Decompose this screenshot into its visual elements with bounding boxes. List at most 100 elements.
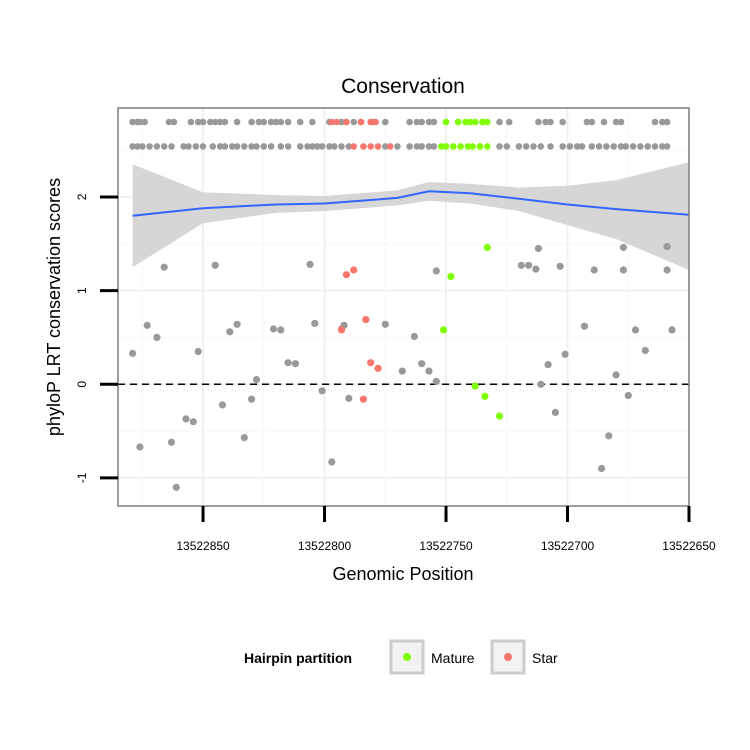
- point-other: [619, 243, 628, 252]
- rug-point-mature: [469, 143, 477, 150]
- rug-point-other: [651, 143, 659, 150]
- rug-point-other: [503, 143, 511, 150]
- legend-marker-mature: [403, 653, 411, 661]
- rug-point-other: [185, 143, 192, 150]
- rug-point-other: [277, 118, 285, 126]
- rug-point-other: [284, 143, 292, 150]
- rug-point-other: [153, 143, 161, 150]
- panel-background: [118, 108, 689, 506]
- rug-point-other: [277, 143, 285, 150]
- rug-point-other: [394, 143, 401, 150]
- point-mature: [447, 273, 455, 281]
- rug-point-other: [241, 143, 248, 150]
- y-axis-ticks: -1 0 1 2: [75, 193, 118, 483]
- point-mature: [483, 243, 491, 252]
- y-tick-label: 0: [75, 381, 89, 388]
- rug-point-star: [367, 143, 375, 150]
- rug-point-other: [309, 118, 316, 126]
- rug-point-other: [559, 143, 566, 150]
- point-other: [619, 266, 628, 274]
- rug-point-other: [129, 118, 136, 126]
- point-other: [525, 261, 533, 269]
- point-other: [211, 261, 219, 269]
- rug-point-other: [221, 118, 229, 126]
- rug-point-other: [345, 143, 353, 150]
- point-other: [418, 360, 426, 368]
- rug-point-star: [343, 118, 350, 126]
- x-tick-label: 13522750: [419, 539, 473, 553]
- rug-point-mature: [467, 118, 474, 126]
- rug-point-other: [260, 118, 268, 126]
- rug-point-other: [211, 118, 219, 126]
- point-other: [624, 391, 632, 400]
- y-tick-label: 1: [75, 287, 89, 294]
- rug-point-other: [187, 118, 195, 126]
- rug-point-mature: [464, 143, 472, 150]
- point-other: [580, 322, 589, 330]
- legend-label-star: Star: [532, 650, 558, 666]
- rug-point-other: [296, 118, 304, 126]
- rug-point-other: [221, 143, 229, 150]
- rug-point-other: [559, 118, 566, 126]
- point-other: [252, 376, 261, 384]
- rug-point-mature: [457, 143, 464, 150]
- point-mature: [495, 412, 504, 420]
- rug-point-other: [612, 118, 620, 126]
- point-other: [551, 408, 560, 416]
- confidence-ribbon: [132, 162, 690, 270]
- rug-point-other: [129, 143, 136, 150]
- legend: Hairpin partition Mature Star: [244, 639, 558, 675]
- rug-point-other: [253, 143, 260, 150]
- rug-point-mature: [484, 118, 491, 126]
- point-other: [631, 326, 640, 334]
- rug-point-other: [194, 118, 202, 126]
- rug-point-other: [134, 143, 141, 150]
- legend-label-mature: Mature: [431, 650, 475, 666]
- point-mature: [481, 392, 489, 400]
- point-other: [143, 321, 151, 329]
- rug-point-mature: [442, 143, 450, 150]
- rug-point-other: [233, 118, 241, 126]
- point-other: [605, 432, 613, 440]
- rug-point-other: [382, 118, 389, 126]
- point-other: [277, 326, 285, 334]
- rug-point-other: [496, 118, 503, 126]
- point-other: [153, 333, 161, 341]
- rug-point-other: [617, 143, 625, 150]
- rug-point-other: [406, 118, 413, 126]
- rug-point-other: [331, 143, 338, 150]
- rug-point-star: [333, 118, 341, 126]
- rug-point-other: [578, 143, 586, 150]
- rug-point-other: [216, 143, 224, 150]
- rug-point-other: [170, 118, 178, 126]
- smooth-line: [132, 190, 690, 217]
- point-other: [663, 266, 671, 274]
- point-other: [668, 326, 676, 334]
- rug-point-other: [267, 118, 275, 126]
- point-other: [561, 350, 569, 358]
- point-other: [240, 434, 248, 442]
- rug-point-other: [139, 143, 146, 150]
- rug-point-other: [199, 118, 207, 126]
- rug-point-star: [374, 143, 382, 150]
- point-other: [189, 418, 197, 426]
- rug-point-other: [318, 143, 326, 150]
- point-other: [381, 320, 389, 328]
- point-other: [590, 266, 598, 274]
- rug-point-other: [146, 143, 153, 150]
- rug-point-other: [180, 143, 187, 150]
- point-other: [233, 320, 241, 328]
- point-other: [534, 244, 543, 253]
- point-other: [269, 325, 278, 333]
- y-tick-label: 2: [75, 193, 89, 200]
- rug-point-other: [547, 118, 554, 126]
- x-tick-label: 13522700: [541, 539, 595, 553]
- point-other: [129, 349, 137, 357]
- point-other: [226, 328, 234, 336]
- scatter-points: [129, 243, 676, 491]
- rug-point-mature: [442, 118, 450, 126]
- rug-point-other: [284, 118, 292, 126]
- rug-point-star: [350, 143, 358, 150]
- rug-point-other: [304, 143, 311, 150]
- point-other: [345, 394, 353, 402]
